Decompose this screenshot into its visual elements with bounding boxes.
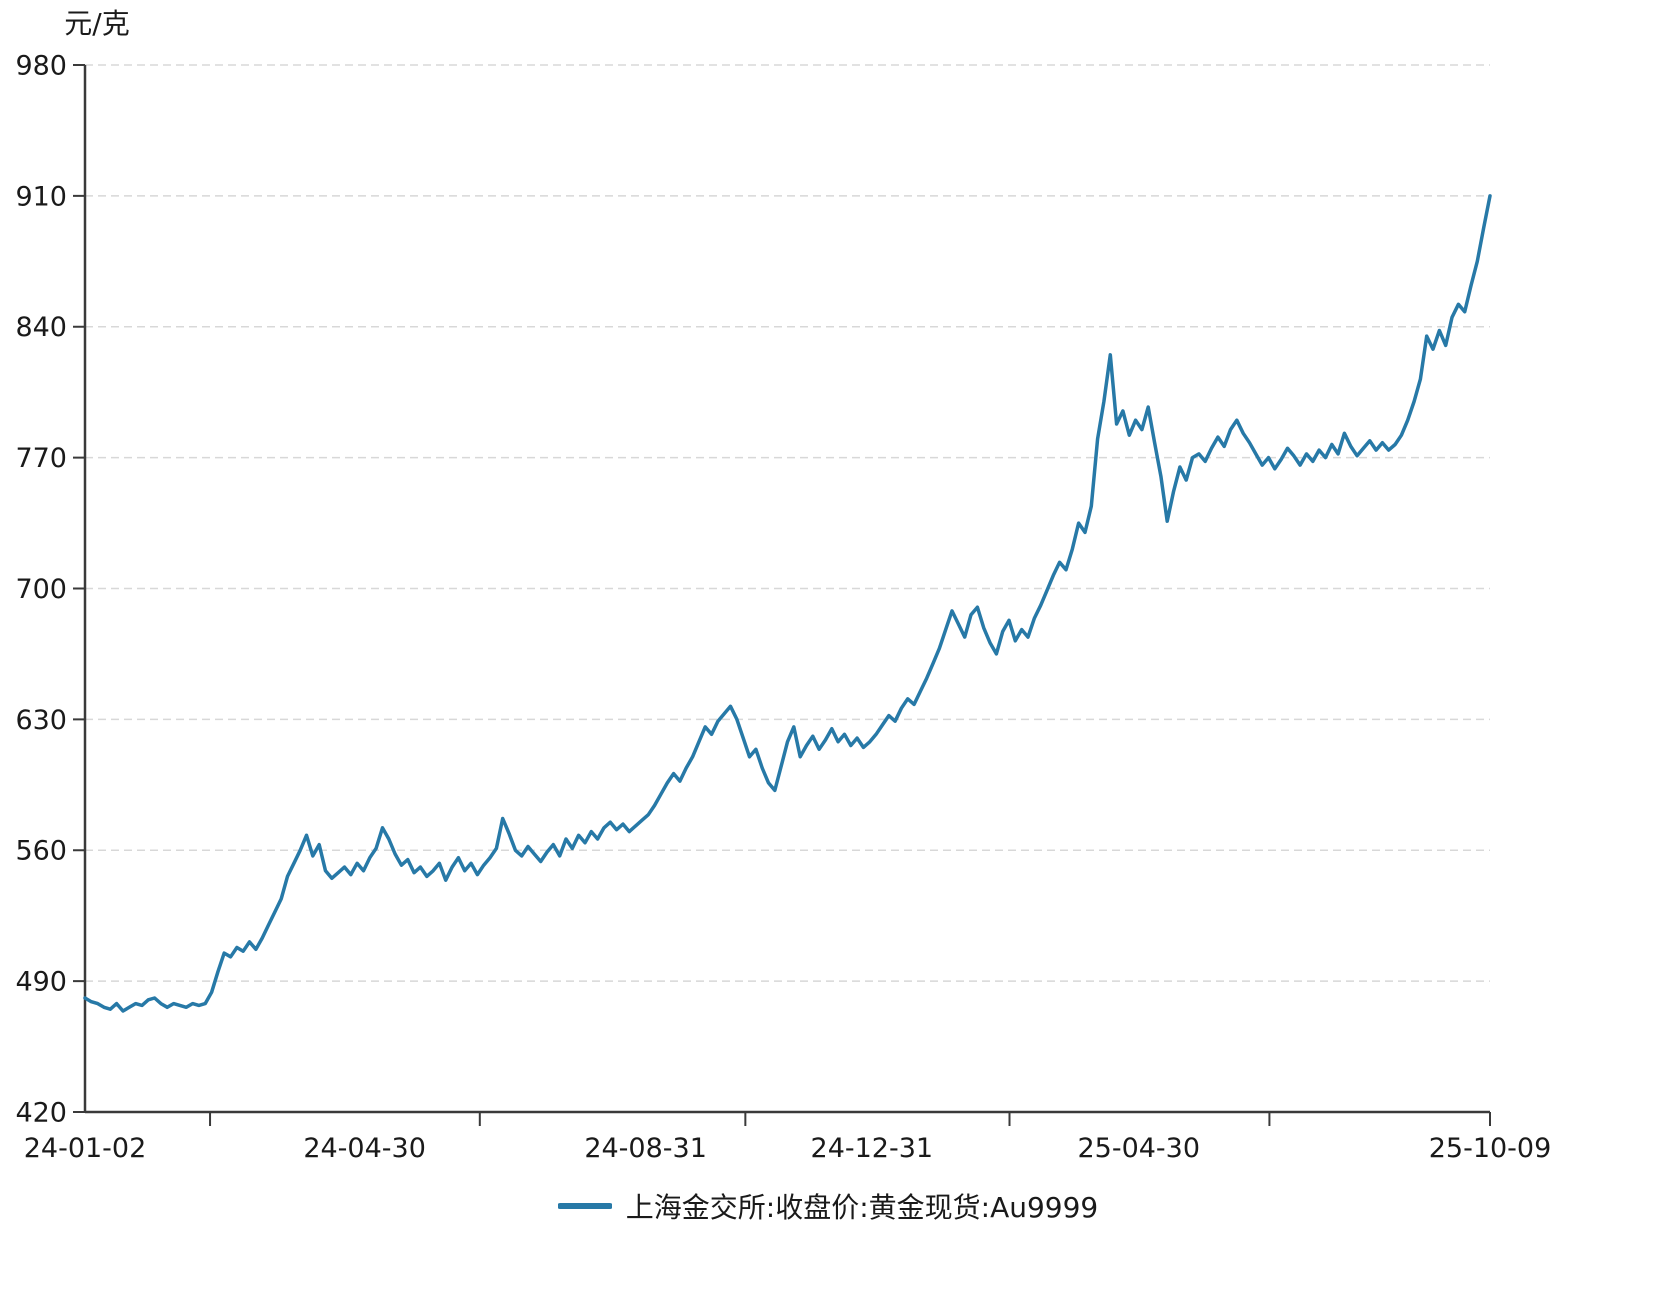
- legend-swatch: [557, 1203, 612, 1209]
- y-tick-label: 490: [15, 967, 67, 998]
- x-tick-label: 24-12-31: [811, 1133, 934, 1160]
- price-line: [83, 194, 1492, 1013]
- x-tick-label: 25-10-09: [1429, 1133, 1552, 1160]
- y-tick-label: 980: [15, 50, 67, 81]
- x-tick-label: 24-04-30: [303, 1133, 426, 1160]
- y-tick-label: 420: [15, 1097, 67, 1128]
- y-tick-label: 840: [15, 312, 67, 343]
- plot-area: 元/克 420 490 560 630 700 770 840 910 980 24-01-02 2…: [15, 7, 1552, 1160]
- y-tick-label: 910: [15, 181, 67, 212]
- y-tick-label: 560: [15, 836, 67, 867]
- y-tick-label: 700: [15, 574, 67, 605]
- x-tick-label: 24-08-31: [584, 1133, 707, 1160]
- x-tick-label: 25-04-30: [1077, 1133, 1200, 1160]
- x-tick-label: 24-01-02: [24, 1133, 147, 1160]
- y-axis-unit-label: 元/克: [64, 7, 129, 40]
- y-tick-label: 770: [15, 443, 67, 474]
- legend-label: 上海金交所:收盘价:黄金现货:Au9999: [625, 1191, 1099, 1224]
- y-tick-label: 630: [15, 705, 67, 736]
- chart-legend: 上海金交所:收盘价:黄金现货:Au9999: [557, 1186, 1099, 1226]
